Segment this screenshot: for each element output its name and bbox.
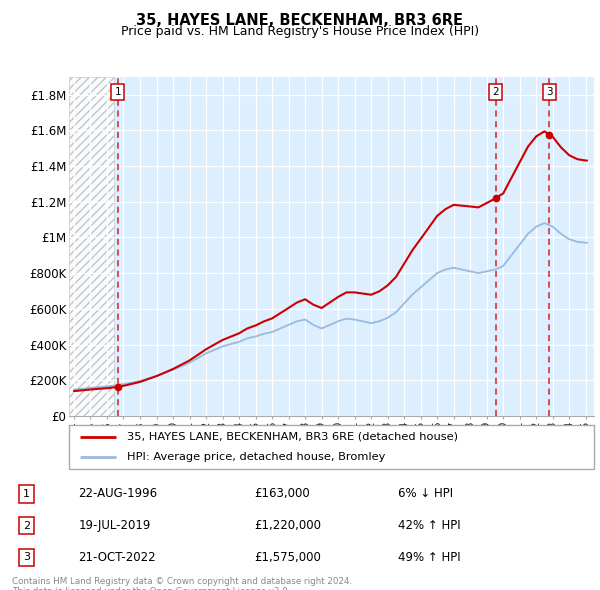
Text: £1,220,000: £1,220,000 bbox=[254, 519, 321, 532]
Text: Price paid vs. HM Land Registry's House Price Index (HPI): Price paid vs. HM Land Registry's House … bbox=[121, 25, 479, 38]
Text: £163,000: £163,000 bbox=[254, 487, 310, 500]
Text: 3: 3 bbox=[546, 87, 553, 97]
Text: 3: 3 bbox=[23, 552, 30, 562]
Text: 6% ↓ HPI: 6% ↓ HPI bbox=[398, 487, 453, 500]
Text: 2: 2 bbox=[23, 521, 30, 530]
Text: 42% ↑ HPI: 42% ↑ HPI bbox=[398, 519, 461, 532]
Text: 1: 1 bbox=[23, 489, 30, 499]
Text: 35, HAYES LANE, BECKENHAM, BR3 6RE (detached house): 35, HAYES LANE, BECKENHAM, BR3 6RE (deta… bbox=[127, 432, 458, 442]
Text: 22-AUG-1996: 22-AUG-1996 bbox=[78, 487, 157, 500]
Text: 21-OCT-2022: 21-OCT-2022 bbox=[78, 551, 156, 564]
Text: £1,575,000: £1,575,000 bbox=[254, 551, 321, 564]
Text: 35, HAYES LANE, BECKENHAM, BR3 6RE: 35, HAYES LANE, BECKENHAM, BR3 6RE bbox=[137, 13, 464, 28]
Text: 2: 2 bbox=[492, 87, 499, 97]
Text: HPI: Average price, detached house, Bromley: HPI: Average price, detached house, Brom… bbox=[127, 452, 385, 462]
Text: 49% ↑ HPI: 49% ↑ HPI bbox=[398, 551, 461, 564]
FancyBboxPatch shape bbox=[69, 425, 594, 469]
Bar bbox=[69, 77, 113, 416]
Text: Contains HM Land Registry data © Crown copyright and database right 2024.
This d: Contains HM Land Registry data © Crown c… bbox=[12, 577, 352, 590]
Text: 19-JUL-2019: 19-JUL-2019 bbox=[78, 519, 151, 532]
Text: 1: 1 bbox=[115, 87, 121, 97]
